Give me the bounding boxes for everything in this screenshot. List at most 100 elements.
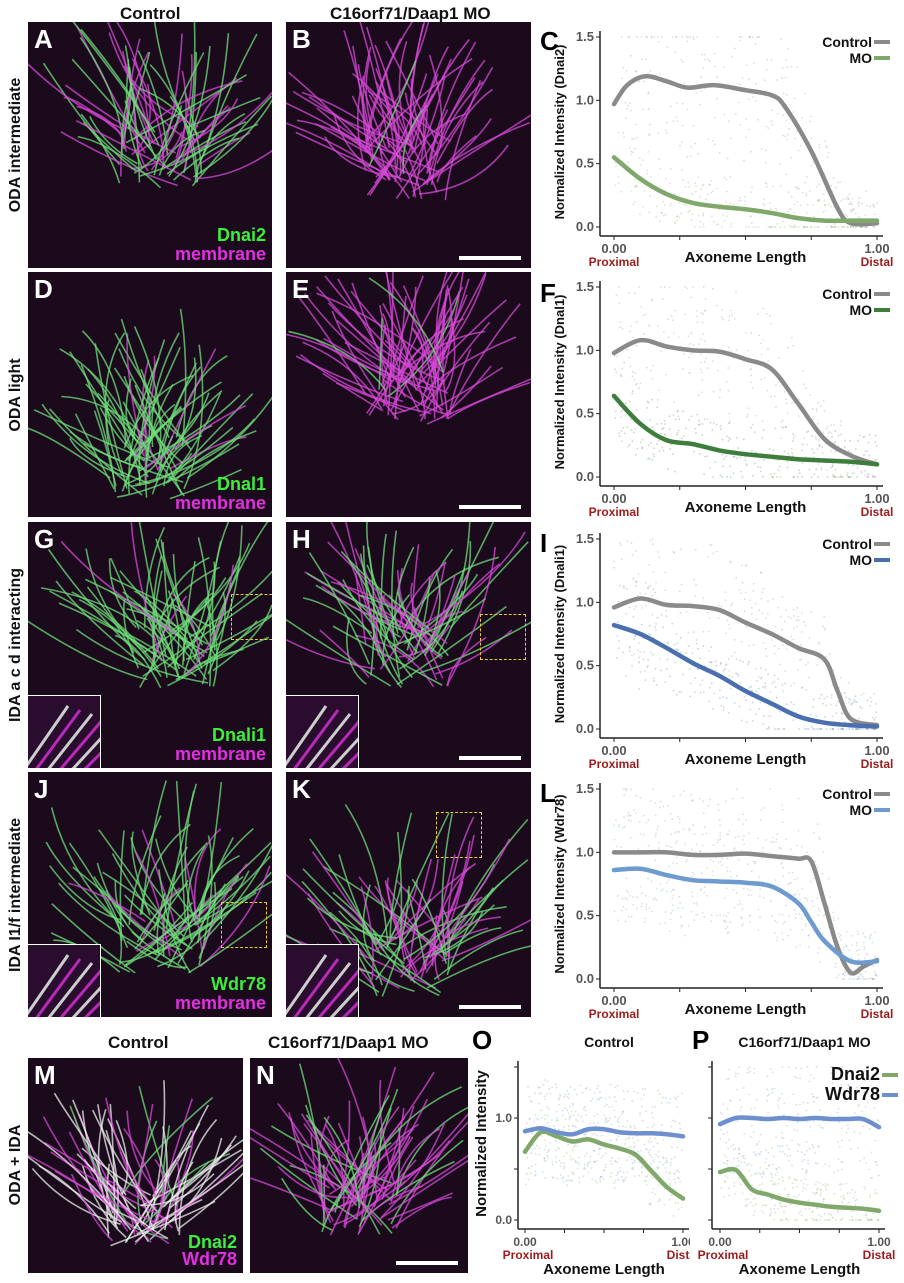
scatter-point bbox=[846, 196, 849, 199]
scatter-point bbox=[770, 840, 773, 843]
scatter-point bbox=[614, 417, 616, 419]
scatter-point bbox=[657, 325, 659, 327]
scatter-point bbox=[796, 1143, 799, 1146]
scatter-point bbox=[781, 804, 784, 807]
scatter-point bbox=[830, 1066, 832, 1068]
scatter-point bbox=[824, 1188, 827, 1191]
scatter-point bbox=[672, 1214, 675, 1217]
scatter-point bbox=[821, 452, 824, 455]
scatter-point bbox=[704, 198, 707, 201]
scatter-point bbox=[838, 1183, 841, 1186]
scatter-point bbox=[870, 1218, 873, 1220]
scatter-point bbox=[840, 1219, 843, 1221]
scatter-point bbox=[761, 214, 764, 217]
scatter-point bbox=[648, 563, 651, 566]
scatter-point bbox=[683, 934, 686, 937]
scatter-point bbox=[695, 901, 698, 904]
scatter-point bbox=[676, 102, 679, 104]
scatter-point bbox=[544, 1145, 547, 1148]
scatter-point bbox=[771, 1091, 774, 1094]
scatter-point bbox=[701, 844, 704, 847]
micrograph-panel: E bbox=[286, 272, 531, 517]
scatter-point bbox=[794, 893, 797, 896]
scatter-point bbox=[815, 438, 817, 441]
scatter-point bbox=[530, 1147, 533, 1150]
scatter-point bbox=[693, 902, 696, 905]
scatter-point bbox=[621, 897, 624, 900]
scatter-point bbox=[645, 1183, 648, 1186]
scatter-point bbox=[755, 226, 758, 228]
scatter-point bbox=[864, 474, 867, 477]
scatter-point bbox=[868, 454, 871, 457]
scatter-point bbox=[649, 584, 652, 587]
scatter-point bbox=[649, 369, 652, 372]
scatter-point bbox=[596, 1098, 599, 1101]
scatter-point bbox=[651, 298, 654, 301]
scatter-point bbox=[696, 904, 699, 907]
scatter-point bbox=[668, 845, 671, 848]
scatter-point bbox=[572, 1114, 575, 1117]
scatter-point bbox=[768, 1164, 771, 1167]
scatter-point bbox=[538, 1093, 541, 1095]
scatter-point bbox=[856, 930, 859, 933]
scatter-point bbox=[869, 1219, 872, 1221]
scatter-point bbox=[692, 450, 695, 453]
scatter-point bbox=[814, 1183, 817, 1186]
scatter-point bbox=[751, 450, 753, 452]
scatter-point bbox=[567, 1143, 569, 1146]
scatter-point bbox=[670, 1125, 673, 1128]
scatter-point bbox=[752, 1214, 755, 1217]
scatter-point bbox=[690, 793, 692, 796]
y-tick-label: 0.0 bbox=[576, 219, 594, 234]
scatter-point bbox=[750, 606, 753, 609]
scatter-point bbox=[568, 1105, 571, 1108]
scatter-point bbox=[649, 800, 652, 803]
scatter-point bbox=[827, 203, 830, 206]
scatter-point bbox=[700, 353, 702, 356]
micrograph-panel: D Dnal1 membrane bbox=[28, 272, 272, 517]
scatter-point bbox=[727, 931, 730, 934]
scatter-point bbox=[712, 422, 715, 424]
scatter-point bbox=[847, 1084, 850, 1087]
scatter-point bbox=[834, 226, 836, 228]
scatter-point bbox=[619, 846, 622, 849]
scatter-point bbox=[635, 344, 638, 347]
scatter-point bbox=[546, 1154, 549, 1157]
scatter-point bbox=[546, 1114, 549, 1117]
scatter-point bbox=[698, 103, 701, 106]
panel-letter: J bbox=[34, 774, 49, 804]
scatter-point bbox=[853, 1131, 856, 1133]
y-tick-label: 0.0 bbox=[576, 971, 594, 986]
scatter-point bbox=[690, 145, 693, 148]
scatter-point bbox=[774, 686, 777, 688]
scatter-point bbox=[613, 1109, 616, 1112]
scatter-point bbox=[708, 686, 711, 689]
scatter-point bbox=[729, 309, 732, 312]
scatter-point bbox=[796, 186, 798, 189]
scatter-point bbox=[680, 583, 683, 586]
scatter-point bbox=[867, 476, 869, 478]
scatter-point bbox=[745, 1164, 748, 1166]
scatter-point bbox=[676, 215, 679, 217]
scatter-point bbox=[813, 1101, 816, 1104]
scatter-point bbox=[686, 287, 689, 290]
scatter-point bbox=[697, 214, 700, 217]
scatter-point bbox=[789, 928, 792, 931]
scatter-point bbox=[832, 911, 835, 914]
scatter-point bbox=[773, 395, 776, 398]
scatter-point bbox=[744, 1157, 747, 1160]
scatter-point bbox=[783, 1102, 786, 1105]
scatter-point bbox=[762, 307, 765, 310]
scatter-point bbox=[814, 860, 816, 863]
scatter-point bbox=[618, 639, 621, 642]
scatter-point bbox=[744, 564, 747, 567]
scatter-point bbox=[665, 845, 668, 847]
scatter-point bbox=[530, 1101, 533, 1103]
scatter-point bbox=[639, 885, 642, 888]
scatter-point bbox=[810, 726, 813, 728]
scatter-point bbox=[660, 350, 662, 353]
scatter-point bbox=[803, 897, 806, 900]
y-tick-label: 1.5 bbox=[576, 781, 594, 796]
scatter-point bbox=[753, 1067, 756, 1070]
scatter-point bbox=[728, 627, 731, 630]
